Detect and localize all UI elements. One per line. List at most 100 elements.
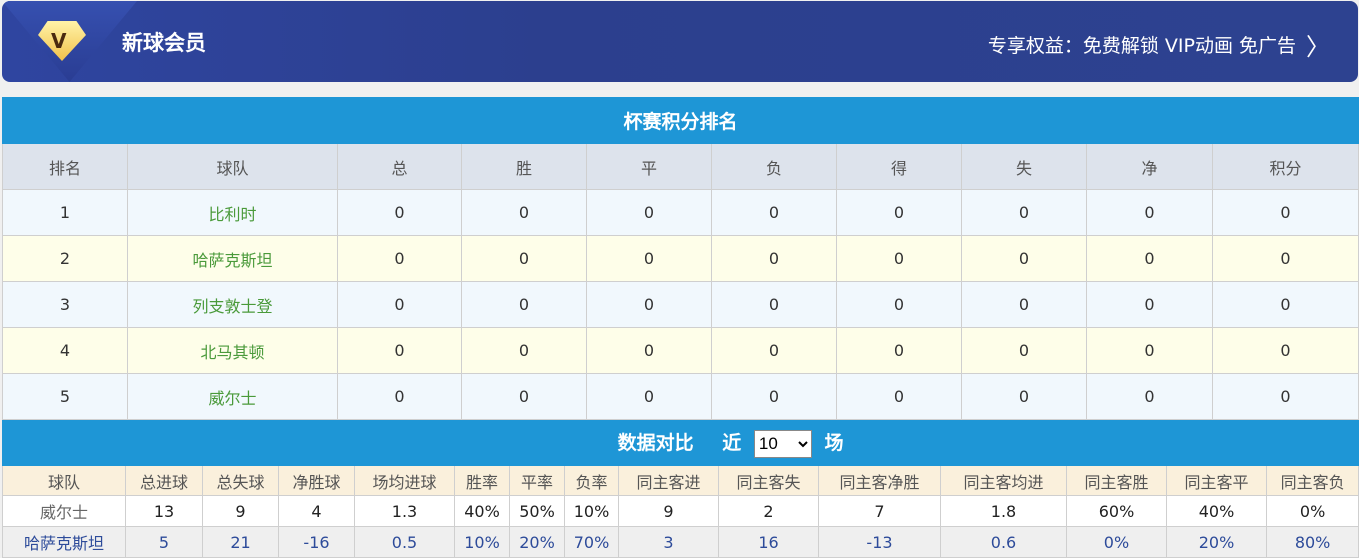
standings-row: 5 威尔士 0 0 0 0 0 0 0 0 — [2, 373, 1359, 420]
standings-cell: 2 — [2, 235, 128, 282]
standings-cell: 0 — [711, 327, 837, 374]
comparison-cell: 4 — [278, 495, 355, 527]
standings-cell: 0 — [961, 327, 1087, 374]
team-link[interactable]: 威尔士 — [127, 373, 338, 420]
standings-cell: 0 — [337, 189, 462, 236]
comparison-table: 数据对比 近 10 场 球队 总进球 总失球 净胜球 场均进球 胜率 平率 负率 同主客进 同主客… — [1, 420, 1359, 558]
standings-cell: 0 — [1086, 327, 1213, 374]
comparison-cell: 40% — [1166, 495, 1267, 527]
comparison-cell: 5 — [125, 526, 203, 558]
standings-cell: 0 — [586, 327, 712, 374]
standings-cell: 0 — [711, 189, 837, 236]
team-link[interactable]: 北马其顿 — [127, 327, 338, 374]
standings-cell: 0 — [711, 373, 837, 420]
comparison-cell: 80% — [1265, 526, 1359, 558]
comparison-title: 数据对比 — [617, 432, 694, 455]
vip-banner[interactable]: V 新球会员 专享权益：免费解锁 VIP动画 免广告 〉 — [2, 1, 1358, 82]
standings-cell: 0 — [1086, 281, 1213, 328]
standings-cell: 0 — [1211, 327, 1359, 374]
standings-cell: 0 — [337, 281, 462, 328]
comparison-cell: 20% — [1166, 526, 1267, 558]
standings-cell: 4 — [2, 327, 128, 374]
standings-table: 杯赛积分排名 排名 球队总胜平负得失净积分 1 比利时 0 0 0 0 0 0 0 0 2 哈萨克斯坦 0… — [1, 97, 1359, 420]
standings-row: 2 哈萨克斯坦 0 0 0 0 0 0 0 0 — [2, 235, 1359, 282]
near-label: 近 — [722, 432, 742, 455]
standings-cell: 0 — [586, 281, 712, 328]
match-count-select[interactable]: 10 — [753, 429, 812, 458]
team-link[interactable]: 哈萨克斯坦 — [127, 235, 338, 282]
comparison-col-header: 负率 — [564, 465, 619, 496]
standings-col-header: 平 — [586, 143, 712, 190]
team-link[interactable]: 列支敦士登 — [127, 281, 338, 328]
comparison-cell: 21 — [202, 526, 279, 558]
standings-cell: 0 — [961, 373, 1087, 420]
comparison-row: 哈萨克斯坦 5 21 -16 0.5 10% 20% 70% 3 16 -13 0.6 0% 20% 80% — [2, 526, 1359, 558]
comparison-cell: 3 — [618, 526, 719, 558]
standings-cell: 5 — [2, 373, 128, 420]
standings-row: 1 比利时 0 0 0 0 0 0 0 0 — [2, 189, 1359, 236]
comparison-header: 数据对比 近 10 场 — [1, 420, 1359, 466]
comparison-cell: 1.8 — [940, 495, 1067, 527]
comparison-cell: 60% — [1066, 495, 1167, 527]
comparison-cell: 9 — [202, 495, 279, 527]
comparison-col-header: 同主客失 — [718, 465, 819, 496]
standings-col-header: 失 — [961, 143, 1087, 190]
standings-cell: 0 — [337, 235, 462, 282]
standings-cell: 0 — [1086, 235, 1213, 282]
comparison-col-header: 胜率 — [454, 465, 510, 496]
comparison-cell: 13 — [125, 495, 203, 527]
standings-cell: 0 — [461, 373, 587, 420]
standings-cell: 0 — [1211, 281, 1359, 328]
standings-col-header: 球队 — [127, 143, 338, 190]
standings-cell: 0 — [836, 373, 962, 420]
standings-cell: 3 — [2, 281, 128, 328]
standings-cell: 0 — [961, 189, 1087, 236]
standings-cell: 0 — [461, 235, 587, 282]
standings-cell: 0 — [461, 189, 587, 236]
comparison-cell: 7 — [818, 495, 941, 527]
comparison-col-header: 同主客胜 — [1066, 465, 1167, 496]
comparison-cell: 10% — [564, 495, 619, 527]
standings-col-header: 总 — [337, 143, 462, 190]
comparison-col-header: 同主客净胜 — [818, 465, 941, 496]
comparison-col-header: 球队 — [2, 465, 126, 496]
unit-label: 场 — [824, 432, 844, 455]
comparison-cell: 0.5 — [354, 526, 455, 558]
chevron-right-icon[interactable]: 〉 — [1306, 33, 1330, 61]
standings-col-header: 得 — [836, 143, 962, 190]
standings-cell: 0 — [961, 281, 1087, 328]
standings-cell: 0 — [586, 373, 712, 420]
comparison-cell: 0% — [1265, 495, 1359, 527]
comparison-cell: 40% — [454, 495, 510, 527]
standings-row: 3 列支敦士登 0 0 0 0 0 0 0 0 — [2, 281, 1359, 328]
comparison-col-header: 同主客负 — [1265, 465, 1359, 496]
comparison-col-header: 总失球 — [202, 465, 279, 496]
standings-cell: 0 — [836, 281, 962, 328]
team-link[interactable]: 比利时 — [127, 189, 338, 236]
standings-col-header: 负 — [711, 143, 837, 190]
team-name[interactable]: 威尔士 — [2, 495, 126, 527]
comparison-col-header: 同主客进 — [618, 465, 719, 496]
comparison-row: 威尔士 13 9 4 1.3 40% 50% 10% 9 2 7 1.8 60% 40% 0% — [2, 495, 1359, 527]
standings-col-header: 排名 — [2, 143, 128, 190]
standings-cell: 0 — [461, 281, 587, 328]
banner-perk-text[interactable]: 专享权益：免费解锁 VIP动画 免广告 — [987, 35, 1296, 57]
standings-cell: 1 — [2, 189, 128, 236]
standings-cell: 0 — [836, 327, 962, 374]
comparison-cell: 50% — [509, 495, 565, 527]
comparison-col-header: 场均进球 — [354, 465, 455, 496]
comparison-cell: 9 — [618, 495, 719, 527]
banner-title: 新球会员 — [122, 31, 206, 55]
standings-title: 杯赛积分排名 — [1, 97, 1359, 144]
comparison-col-header: 总进球 — [125, 465, 203, 496]
standings-cell: 0 — [1086, 189, 1213, 236]
standings-cell: 0 — [337, 373, 462, 420]
standings-cell: 0 — [461, 327, 587, 374]
standings-cell: 0 — [337, 327, 462, 374]
gem-letter: V — [51, 29, 67, 53]
comparison-cell: 2 — [718, 495, 819, 527]
standings-col-header: 积分 — [1211, 143, 1359, 190]
standings-cell: 0 — [586, 235, 712, 282]
team-name[interactable]: 哈萨克斯坦 — [2, 526, 126, 558]
standings-cell: 0 — [1086, 373, 1213, 420]
